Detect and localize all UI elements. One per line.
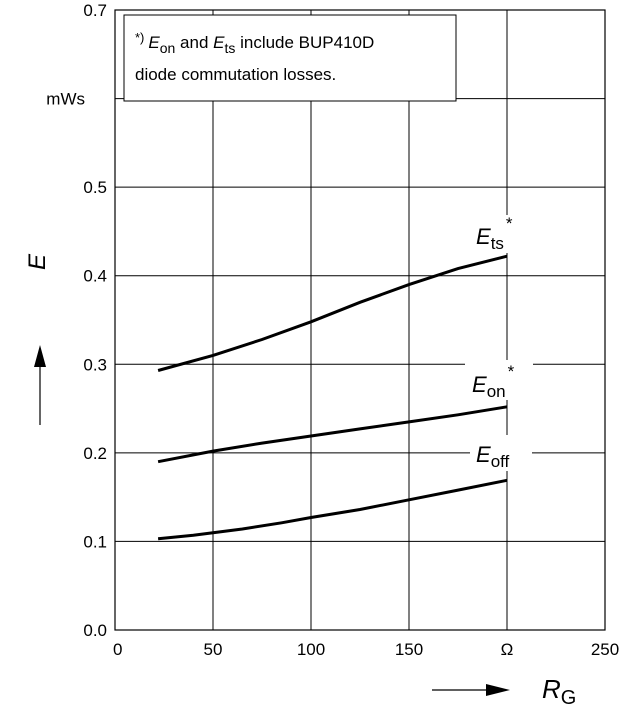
- x-tick-label: 150: [395, 640, 423, 659]
- svg-text:Ets*: Ets*: [476, 214, 513, 253]
- series-label-eon: Eon*: [465, 360, 533, 401]
- note-e-on-sub: on: [160, 40, 176, 56]
- series-label-eoff: Eoff: [470, 435, 532, 471]
- note-line-1: *) Eon and Ets include BUP410D: [135, 30, 374, 56]
- y-axis-unit: mWs: [46, 90, 85, 109]
- series-line-off: [157, 478, 508, 541]
- y-axis-label: E: [24, 253, 51, 270]
- y-tick-labels: 0.0 0.1 0.2 0.3 0.4 0.5 mWs 0.7: [46, 1, 107, 640]
- note-e-ts: E: [213, 33, 225, 52]
- y-tick-label: 0.0: [83, 621, 107, 640]
- x-tick-labels: 0 50 100 150 Ω 250: [113, 640, 619, 659]
- y-tick-label: 0.3: [83, 355, 107, 374]
- x-axis-arrowhead: [486, 684, 510, 696]
- svg-text:Eon*: Eon*: [472, 362, 515, 401]
- x-tick-label: 0: [113, 640, 122, 659]
- note-marker: *): [135, 30, 144, 45]
- note-line-2: diode commutation losses.: [135, 65, 336, 84]
- series-label-ets: Ets*: [470, 214, 528, 253]
- y-tick-label: 0.5: [83, 178, 107, 197]
- note-and: and: [175, 33, 213, 52]
- note-box: [123, 14, 457, 102]
- series-line-on: [157, 405, 508, 464]
- note-e-ts-sub: ts: [224, 40, 235, 56]
- x-tick-label: 250: [591, 640, 619, 659]
- x-tick-label: 50: [204, 640, 223, 659]
- x-axis-unit: Ω: [501, 640, 514, 659]
- curves: [157, 254, 508, 541]
- y-tick-label: 0.4: [83, 267, 107, 286]
- note-e-on: E: [148, 33, 160, 52]
- x-tick-label: 100: [297, 640, 325, 659]
- svg-text:Eoff: Eoff: [476, 442, 510, 471]
- note-include: include BUP410D: [235, 33, 374, 52]
- x-axis-label: RG: [542, 674, 576, 704]
- y-tick-label: 0.2: [83, 444, 107, 463]
- plot-frame: [114, 9, 606, 631]
- y-tick-label: 0.7: [83, 1, 107, 20]
- series-line-ts: [157, 254, 508, 372]
- y-axis-arrowhead: [34, 345, 46, 367]
- y-tick-label: 0.1: [83, 532, 107, 551]
